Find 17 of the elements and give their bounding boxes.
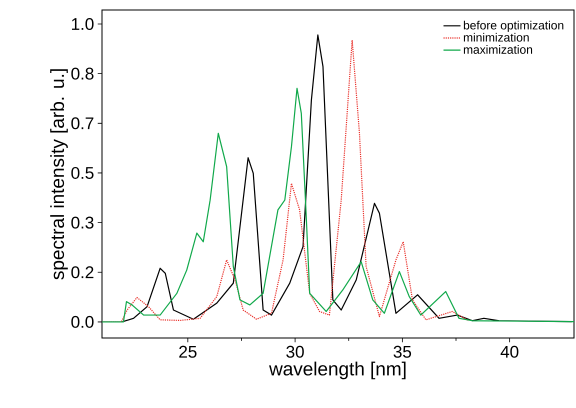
y-axis-title: spectral intensity [arb. u.] xyxy=(50,69,68,280)
x-tick-label: 40 xyxy=(500,346,518,358)
legend-label: minimization xyxy=(464,32,529,42)
y-tick-label: 0.8 xyxy=(71,68,94,80)
y-tick-label: 0.3 xyxy=(71,216,94,229)
y-tick-label: 0.0 xyxy=(71,316,94,328)
y-tick-label: 0.2 xyxy=(71,266,94,278)
line-series xyxy=(102,88,574,323)
x-tick-label: 25 xyxy=(179,346,197,358)
y-tick-label: 1.0 xyxy=(72,18,94,30)
x-axis-title: wavelength [nm] xyxy=(269,362,406,380)
x-tick-label: 30 xyxy=(286,346,304,358)
y-tick-label: 0.5 xyxy=(71,166,94,179)
legend-label: maximization xyxy=(464,45,532,54)
y-tick-label: 0.7 xyxy=(71,117,94,130)
legend-label: before optimization xyxy=(464,20,564,32)
x-tick-label: 35 xyxy=(394,346,412,358)
